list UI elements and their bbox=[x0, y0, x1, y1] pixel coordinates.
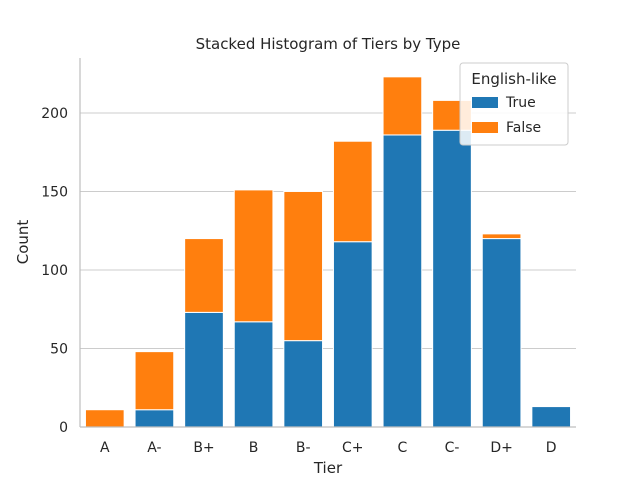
x-tick-label: B- bbox=[296, 440, 311, 456]
axes bbox=[79, 58, 576, 428]
x-tick-label: C+ bbox=[342, 440, 364, 456]
bar-true-C- bbox=[432, 129, 472, 428]
x-tick-label: A bbox=[100, 440, 110, 456]
legend-title: English-like bbox=[471, 70, 556, 88]
bar-true-D+ bbox=[481, 238, 522, 428]
bar-false-B- bbox=[283, 190, 324, 342]
x-tick-label: D+ bbox=[490, 440, 513, 456]
bar-true-A- bbox=[134, 409, 175, 428]
bar-false-C bbox=[382, 76, 423, 136]
x-tick-label: A- bbox=[147, 440, 161, 456]
legend-swatch-false bbox=[472, 122, 498, 133]
bar-true-B- bbox=[283, 340, 324, 428]
legend-label-false: False bbox=[506, 120, 541, 136]
x-tick-label: C bbox=[398, 440, 408, 456]
y-tick-label: 100 bbox=[41, 263, 68, 279]
ticks: 0 50 100 150 200 A A- B+ B B- C+ C C- D+ D bbox=[41, 106, 556, 456]
legend-swatch-true bbox=[472, 97, 498, 108]
bar-false-C+ bbox=[332, 140, 373, 243]
bar-false-B+ bbox=[184, 238, 224, 313]
x-tick-label: B+ bbox=[193, 440, 214, 456]
y-tick-label: 200 bbox=[41, 106, 68, 122]
bar-true-C bbox=[382, 134, 423, 428]
y-axis-label: Count bbox=[14, 220, 32, 265]
bar-true-B+ bbox=[184, 311, 224, 428]
legend: English-like True False bbox=[459, 62, 569, 146]
x-tick-label: D bbox=[546, 440, 557, 456]
y-tick-label: 50 bbox=[50, 341, 68, 357]
bar-true-D bbox=[531, 406, 572, 428]
y-tick-label: 150 bbox=[41, 184, 68, 200]
bar-false-B bbox=[233, 189, 274, 323]
legend-label-true: True bbox=[505, 95, 536, 111]
y-tick-label: 0 bbox=[59, 420, 68, 436]
chart-title: Stacked Histogram of Tiers by Type bbox=[196, 35, 461, 53]
bars bbox=[84, 76, 572, 428]
x-tick-label: B bbox=[249, 440, 259, 456]
bar-true-C+ bbox=[332, 241, 373, 428]
bar-false-A- bbox=[134, 351, 175, 411]
bar-false-D+ bbox=[481, 233, 522, 240]
bar-true-B bbox=[233, 321, 274, 428]
x-axis-label: Tier bbox=[313, 459, 343, 477]
x-tick-label: C- bbox=[445, 440, 460, 456]
bar-false-A bbox=[84, 409, 125, 428]
